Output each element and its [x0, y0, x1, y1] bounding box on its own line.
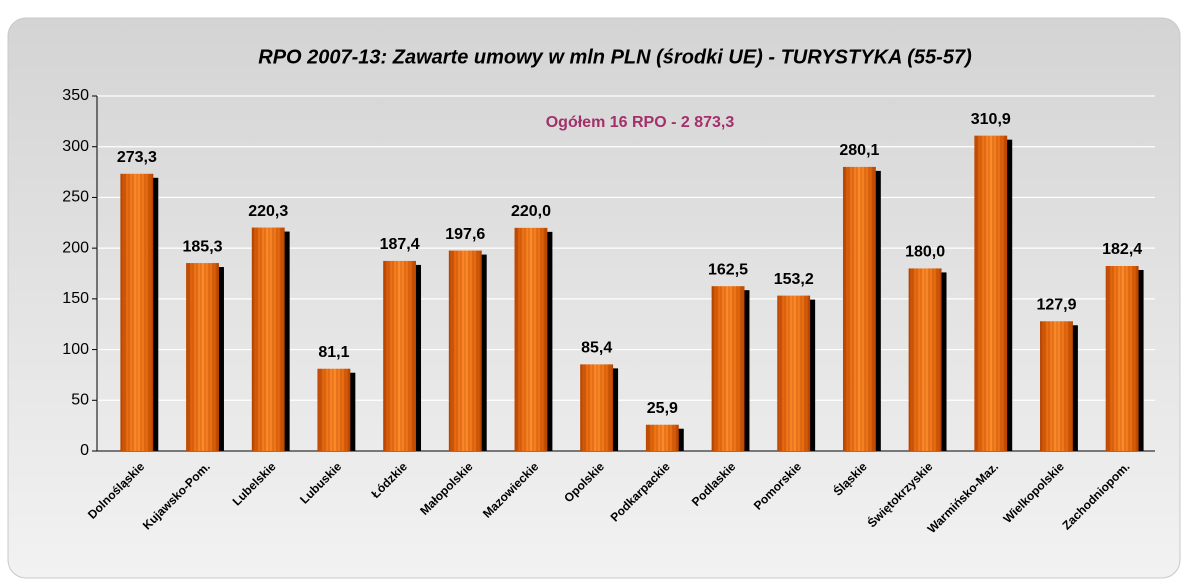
y-tick-label: 250 [62, 189, 89, 206]
bar-texture [186, 263, 219, 451]
value-label: 197,6 [445, 226, 485, 243]
bar-texture [1040, 321, 1073, 451]
y-tick-label: 0 [80, 442, 89, 459]
value-label: 310,9 [971, 111, 1011, 128]
value-label: 81,1 [318, 344, 349, 361]
value-label: 85,4 [581, 340, 612, 357]
bar-texture [1105, 265, 1139, 451]
value-label: 25,9 [647, 400, 678, 417]
value-label: 180,0 [905, 244, 945, 261]
bar-texture [842, 166, 876, 452]
bar-texture [383, 260, 417, 451]
y-tick-label: 100 [62, 341, 89, 358]
bar-texture [711, 286, 745, 451]
value-label: 220,0 [511, 203, 551, 220]
y-tick-label: 50 [71, 392, 89, 409]
value-label: 273,3 [117, 149, 157, 166]
value-label: 220,3 [248, 203, 288, 220]
bar-texture [317, 368, 351, 451]
value-label: 185,3 [183, 238, 223, 255]
bar-texture [251, 227, 285, 451]
y-tick-label: 350 [62, 87, 89, 104]
bar-texture [580, 364, 614, 451]
bar-texture [974, 135, 1008, 451]
bar-texture [908, 268, 942, 451]
bar-texture [514, 227, 548, 451]
annotation: Ogółem 16 RPO - 2 873,3 [546, 114, 735, 131]
chart-panel [7, 17, 1181, 579]
bar-texture [645, 424, 679, 451]
bar-texture [120, 173, 154, 451]
value-label: 127,9 [1036, 296, 1076, 313]
value-label: 153,2 [774, 271, 814, 288]
value-label: 162,5 [708, 261, 748, 278]
y-tick-label: 200 [62, 239, 89, 256]
chart-title: RPO 2007-13: Zawarte umowy w mln PLN (śr… [258, 46, 972, 68]
y-tick-label: 300 [62, 138, 89, 155]
bar-texture [448, 250, 482, 451]
value-label: 280,1 [839, 142, 879, 159]
value-label: 182,4 [1102, 241, 1142, 258]
bar-texture [777, 295, 811, 451]
y-tick-label: 150 [62, 290, 89, 307]
value-label: 187,4 [380, 236, 420, 253]
